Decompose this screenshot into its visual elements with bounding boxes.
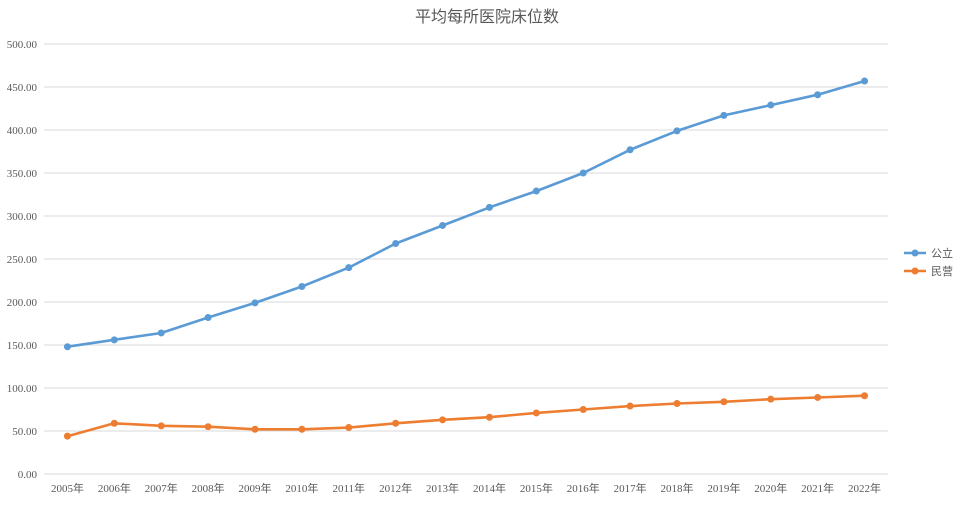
x-tick-label: 2014年 bbox=[473, 481, 506, 495]
data-point bbox=[626, 146, 634, 154]
data-point bbox=[298, 425, 306, 433]
data-point bbox=[392, 240, 400, 248]
x-tick-label: 2008年 bbox=[192, 481, 225, 495]
x-tick-label: 2012年 bbox=[379, 481, 412, 495]
x-tick-label: 2015年 bbox=[520, 481, 553, 495]
data-point bbox=[439, 221, 447, 229]
legend-marker bbox=[911, 267, 919, 275]
data-point bbox=[298, 283, 306, 291]
y-tick-label: 200.00 bbox=[7, 297, 38, 309]
data-point bbox=[345, 264, 353, 272]
data-point bbox=[626, 402, 634, 410]
x-tick-label: 2021年 bbox=[801, 481, 834, 495]
data-point bbox=[63, 343, 71, 351]
data-point bbox=[110, 419, 118, 427]
data-point bbox=[720, 111, 728, 119]
data-point bbox=[485, 413, 493, 421]
data-point bbox=[579, 406, 587, 413]
legend-label: 公立 bbox=[931, 246, 953, 260]
x-tick-label: 2011年 bbox=[332, 481, 365, 495]
data-point bbox=[204, 423, 212, 431]
data-point bbox=[110, 336, 118, 344]
x-tick-label: 2007年 bbox=[145, 481, 178, 495]
data-point bbox=[720, 398, 728, 406]
data-point bbox=[251, 425, 259, 433]
x-tick-label: 2006年 bbox=[98, 481, 131, 495]
data-point bbox=[392, 419, 400, 427]
data-point bbox=[157, 329, 165, 337]
x-tick-label: 2019年 bbox=[707, 481, 740, 495]
data-point bbox=[345, 424, 353, 432]
x-tick-label: 2010年 bbox=[285, 481, 318, 495]
y-tick-label: 100.00 bbox=[7, 383, 38, 395]
data-point bbox=[814, 91, 822, 99]
x-tick-label: 2020年 bbox=[754, 481, 787, 495]
data-point bbox=[579, 169, 587, 177]
x-tick-label: 2017年 bbox=[614, 481, 647, 495]
x-tick-label: 2018年 bbox=[661, 481, 694, 495]
data-point bbox=[673, 399, 681, 407]
series-line bbox=[66, 79, 866, 349]
series-layer bbox=[63, 77, 869, 440]
data-point bbox=[485, 203, 493, 211]
y-tick-label: 150.00 bbox=[7, 340, 38, 352]
y-tick-label: 300.00 bbox=[7, 211, 38, 223]
data-point bbox=[814, 393, 822, 401]
legend-item: 民营 bbox=[904, 264, 953, 278]
grid-lines bbox=[44, 43, 888, 475]
data-point bbox=[532, 409, 540, 417]
series-2 bbox=[63, 392, 869, 440]
data-point bbox=[251, 299, 259, 307]
series-1 bbox=[63, 77, 869, 351]
x-axis: 2005年 2006年 2007年 2008年 2009年 2010年 2011年 2012年… bbox=[51, 481, 881, 495]
y-tick-label: 400.00 bbox=[7, 125, 38, 137]
y-axis: 0.00 50.00 100.00 150.00 200.00 250.00 300.00 3… bbox=[7, 39, 38, 481]
y-tick-label: 500.00 bbox=[7, 39, 38, 51]
x-tick-label: 2022年 bbox=[848, 481, 881, 495]
y-tick-label: 0.00 bbox=[18, 469, 38, 481]
y-tick-label: 450.00 bbox=[7, 82, 38, 94]
y-tick-label: 50.00 bbox=[12, 426, 37, 438]
data-point bbox=[767, 101, 775, 109]
data-point bbox=[861, 392, 869, 400]
x-tick-label: 2016年 bbox=[567, 481, 600, 495]
y-tick-label: 250.00 bbox=[7, 254, 38, 266]
data-point bbox=[439, 416, 447, 424]
legend-marker bbox=[911, 249, 919, 257]
data-point bbox=[673, 127, 681, 135]
legend-label: 民营 bbox=[931, 264, 953, 278]
x-tick-label: 2005年 bbox=[51, 481, 84, 495]
legend-item: 公立 bbox=[904, 246, 953, 260]
data-point bbox=[767, 395, 775, 403]
x-tick-label: 2009年 bbox=[239, 481, 272, 495]
x-tick-label: 2013年 bbox=[426, 481, 459, 495]
chart-title: 平均每所医院床位数 bbox=[415, 7, 559, 26]
data-point bbox=[204, 313, 212, 321]
data-point bbox=[63, 432, 71, 440]
y-tick-label: 350.00 bbox=[7, 168, 38, 180]
data-point bbox=[157, 422, 165, 430]
data-point bbox=[532, 187, 540, 195]
series-line bbox=[66, 394, 866, 438]
data-point bbox=[861, 77, 869, 85]
